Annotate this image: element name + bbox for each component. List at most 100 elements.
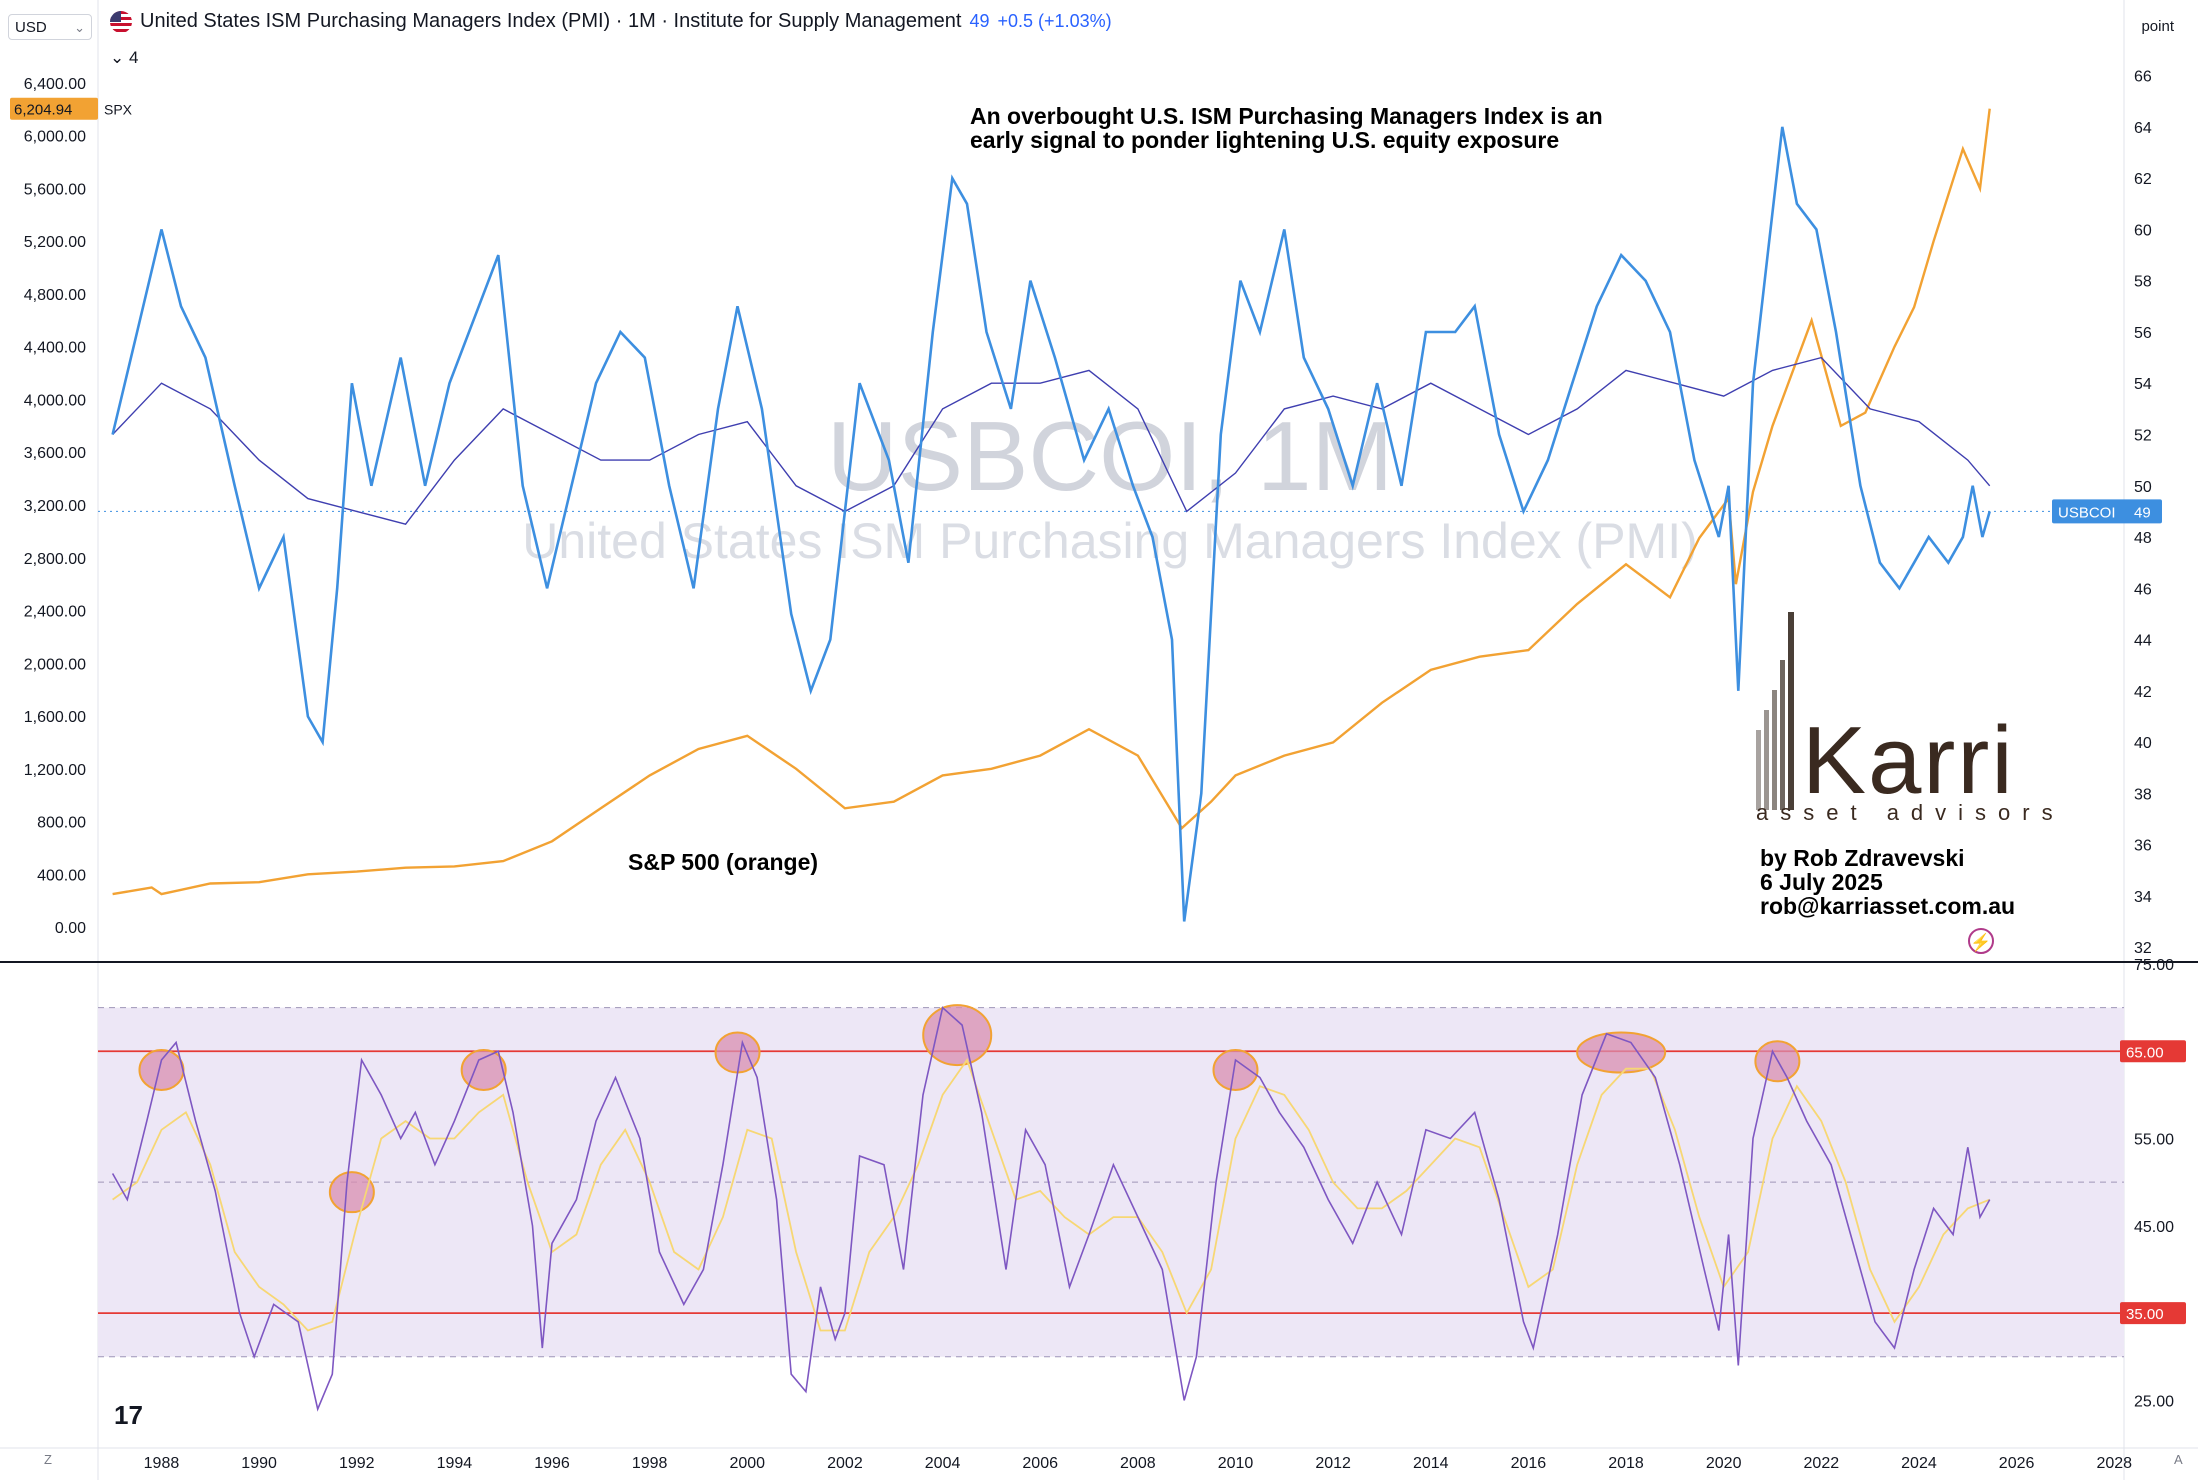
pmi-moving-average-line: [112, 356, 1991, 525]
rsi-series-line: [111, 1006, 1991, 1412]
byline-annotation: by Rob Zdravevski 6 July 2025 rob@karria…: [1760, 845, 2016, 919]
karri-logo-text: Karri: [1802, 707, 2015, 814]
spx-price-tag-symbol: SPX: [104, 102, 133, 118]
tradingview-logo-icon[interactable]: 17: [114, 1400, 143, 1430]
x-axis-tick-label: 2010: [1218, 1455, 1254, 1472]
right-axis-tick-label: 32: [2134, 940, 2152, 957]
left-axis-tick-label: 6,000.00: [24, 129, 86, 146]
right-axis-tick-label: 40: [2134, 735, 2152, 752]
right-axis-tick-label: 48: [2134, 530, 2152, 547]
symbol-title[interactable]: United States ISM Purchasing Managers In…: [140, 10, 962, 32]
karri-logo-bars: [1756, 612, 1794, 810]
spx-price-tag-value: 6,204.94: [14, 102, 72, 119]
sp500-annotation: S&P 500 (orange): [628, 849, 819, 875]
x-axis-tick-label: 2024: [1901, 1455, 1937, 1472]
rsi-level-tag-value: 65.00: [2126, 1044, 2164, 1061]
right-axis-tick-label: 60: [2134, 222, 2152, 239]
overbought-highlight-marker: [138, 1049, 185, 1091]
x-axis-tick-label: 1994: [437, 1455, 473, 1472]
rsi-level-tag-value: 35.00: [2126, 1306, 2164, 1323]
left-axis-tick-label: 400.00: [37, 867, 86, 884]
left-axis-tick-label: 0.00: [55, 920, 86, 937]
rsi-axis-tick-label: 25.00: [2134, 1393, 2174, 1410]
x-axis-tick-label: 2026: [1999, 1455, 2035, 1472]
x-axis-tick-label: 2014: [1413, 1455, 1449, 1472]
pmi-series-line: [111, 126, 1991, 922]
pmi-price-tag: [2052, 499, 2162, 524]
chevron-down-icon: ⌄: [110, 48, 125, 67]
x-axis-tick-label: 2008: [1120, 1455, 1156, 1472]
right-axis-tick-label: 46: [2134, 581, 2152, 598]
price-change: +0.5 (+1.03%): [997, 11, 1112, 31]
rsi-axis-tick-label: 55.00: [2134, 1132, 2174, 1149]
axis-unit-label: point: [2141, 18, 2174, 35]
x-axis-tick-label: 2002: [827, 1455, 863, 1472]
watermark-name: United States ISM Purchasing Managers In…: [522, 513, 1698, 569]
right-axis-tick-label: 36: [2134, 838, 2152, 855]
left-axis-tick-label: 4,000.00: [24, 392, 86, 409]
currency-label: USD: [15, 19, 47, 36]
right-axis-tick-label: 34: [2134, 889, 2152, 906]
watermark-symbol: USBCOI, 1M: [827, 401, 1393, 511]
indicators-toggle[interactable]: ⌄ 4: [110, 48, 138, 68]
right-axis-tick-label: 56: [2134, 325, 2152, 342]
right-axis-tick-label: 54: [2134, 376, 2152, 393]
left-axis-tick-label: 1,200.00: [24, 762, 86, 779]
chart-header: United States ISM Purchasing Managers In…: [110, 10, 1112, 33]
left-axis-tick-label: 800.00: [37, 815, 86, 832]
x-axis-tick-label: 1990: [241, 1455, 277, 1472]
x-axis-tick-label: 2022: [1804, 1455, 1840, 1472]
right-axis-tick-label: 64: [2134, 120, 2152, 137]
auto-scale-button[interactable]: A: [2174, 1452, 2183, 1467]
x-axis-tick-label: 2000: [729, 1455, 765, 1472]
left-axis-tick-label: 3,600.00: [24, 445, 86, 462]
pmi-price-tag-symbol: USBCOI: [2058, 504, 2116, 521]
left-axis-tick-label: 2,000.00: [24, 656, 86, 673]
right-axis-tick-label: 44: [2134, 633, 2152, 650]
left-axis-tick-label: 2,400.00: [24, 604, 86, 621]
left-axis-tick-label: 4,400.00: [24, 340, 86, 357]
left-axis-tick-label: 5,600.00: [24, 181, 86, 198]
zoom-z-button[interactable]: Z: [44, 1452, 52, 1467]
x-axis-tick-label: 2004: [925, 1455, 961, 1472]
left-axis-tick-label: 6,400.00: [24, 76, 86, 93]
karri-logo-subtitle: asset advisors: [1756, 800, 2065, 825]
overbought-highlight-marker: [1212, 1049, 1259, 1091]
left-axis-tick-label: 4,800.00: [24, 287, 86, 304]
x-axis-tick-label: 1992: [339, 1455, 375, 1472]
x-axis-tick-label: 2028: [2096, 1455, 2132, 1472]
spx-price-tag: [10, 97, 98, 120]
right-axis-tick-label: 66: [2134, 69, 2152, 86]
right-axis-tick-label: 42: [2134, 684, 2152, 701]
indicator-count: 4: [128, 48, 139, 67]
right-axis-tick-label: 62: [2134, 171, 2152, 188]
rsi-axis-tick-label: 45.00: [2134, 1219, 2174, 1236]
right-axis-tick-label: 52: [2134, 428, 2152, 445]
lightning-icon[interactable]: ⚡: [1968, 928, 1994, 954]
left-axis-tick-label: 5,200.00: [24, 234, 86, 251]
x-axis-tick-label: 1998: [632, 1455, 668, 1472]
pmi-price-tag-value: 49: [2134, 504, 2151, 521]
rsi-level-tag: [2120, 1302, 2186, 1325]
last-value: 49: [969, 11, 990, 31]
left-axis-tick-label: 2,800.00: [24, 551, 86, 568]
left-axis-tick-label: 1,600.00: [24, 709, 86, 726]
overbought-highlight-marker: [922, 1004, 993, 1067]
right-axis-tick-label: 58: [2134, 274, 2152, 291]
spx-series-line: [112, 108, 1991, 896]
overbought-highlight-marker: [328, 1171, 375, 1214]
x-axis-tick-label: 2012: [1315, 1455, 1351, 1472]
x-axis-tick-label: 2020: [1706, 1455, 1742, 1472]
chevron-down-icon: ⌄: [74, 20, 85, 35]
right-axis-tick-label: 50: [2134, 479, 2152, 496]
us-flag-icon: [110, 10, 132, 33]
overbought-highlight-marker: [1576, 1031, 1667, 1074]
x-axis-tick-label: 1996: [534, 1455, 570, 1472]
right-axis-tick-label: 38: [2134, 786, 2152, 803]
x-axis-tick-label: 2006: [1022, 1455, 1058, 1472]
x-axis-tick-label: 2016: [1511, 1455, 1547, 1472]
currency-selector[interactable]: USD ⌄: [8, 14, 92, 40]
x-axis-tick-label: 1988: [144, 1455, 180, 1472]
left-axis-tick-label: 3,200.00: [24, 498, 86, 515]
